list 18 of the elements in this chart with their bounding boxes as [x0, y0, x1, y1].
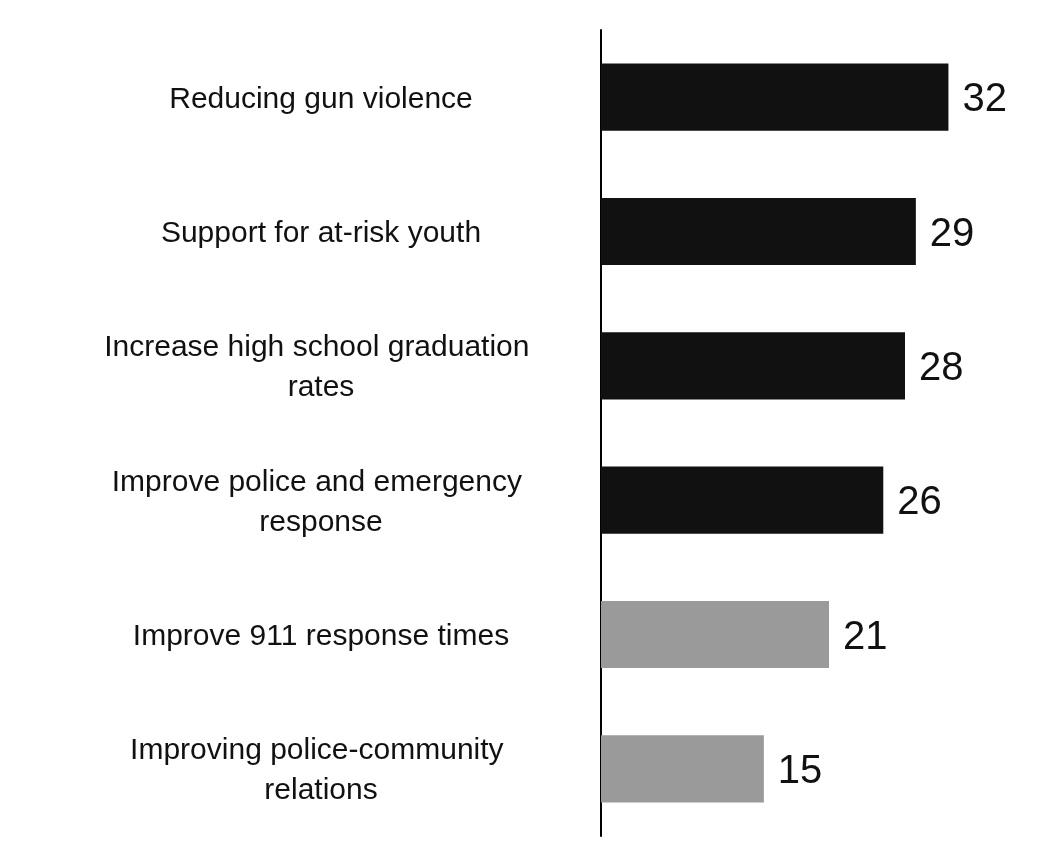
- y-tick-label: Support for at-risk youth: [160, 215, 482, 248]
- bar: [601, 735, 764, 803]
- data-label: 21: [843, 612, 888, 657]
- data-label: 28: [919, 343, 964, 388]
- bar: [601, 466, 884, 534]
- bar: [601, 600, 829, 669]
- y-tick-label: Increase high school graduation rates: [104, 329, 538, 403]
- y-tick-label: Improving police-community relations: [130, 732, 512, 806]
- data-label: 32: [962, 75, 1007, 120]
- y-tick-label: Reducing gun violence: [169, 80, 473, 114]
- y-tick-label: Improve 911 response times: [132, 618, 510, 651]
- data-label: 26: [897, 478, 942, 523]
- data-label: 15: [777, 746, 823, 791]
- bar: [601, 332, 905, 400]
- bar: [601, 197, 916, 266]
- bar: [601, 63, 949, 131]
- data-label: 29: [929, 209, 975, 254]
- y-tick-label: Improve police and emergency response: [111, 463, 531, 537]
